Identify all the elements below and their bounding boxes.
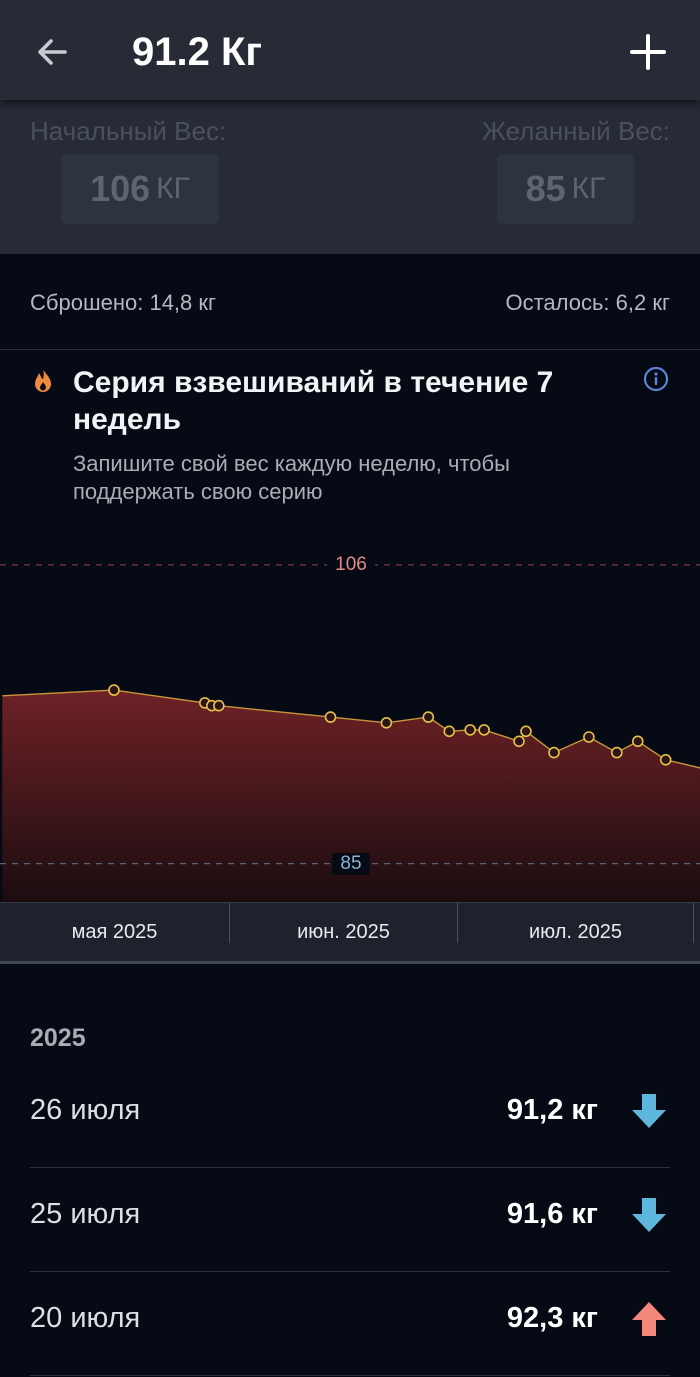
chart-point[interactable] xyxy=(610,746,623,759)
start-weight-unit: КГ xyxy=(156,172,190,205)
flame-icon xyxy=(35,369,51,392)
chart-point[interactable] xyxy=(478,724,490,736)
target-weight-unit: КГ xyxy=(571,172,606,205)
page-title: 91.2 Кг xyxy=(132,30,263,74)
streak-description: Запишите свой вес каждую неделю, чтобы п… xyxy=(73,451,510,504)
month-june[interactable]: июн. 2025 xyxy=(229,903,457,943)
chart-point[interactable] xyxy=(213,699,225,712)
weight-lost: Сброшено: 14,8 кг xyxy=(30,290,217,315)
arrow-down-icon xyxy=(632,1198,666,1232)
progress-stats: Сброшено: 14,8 кг Осталось: 6,2 кг xyxy=(0,254,700,350)
chart-point[interactable] xyxy=(583,731,595,743)
back-button[interactable] xyxy=(28,28,76,76)
arrow-up-icon xyxy=(632,1302,666,1336)
log-entry[interactable]: 26 июля 91,2 кг xyxy=(30,1064,670,1168)
start-weight-line-label: 106 xyxy=(327,553,375,576)
chart-point[interactable] xyxy=(631,735,644,748)
start-weight-field[interactable]: 106 КГ xyxy=(61,154,219,224)
log-entry[interactable]: 25 июля 91,6 кг xyxy=(30,1168,670,1272)
log-entry[interactable]: 20 июля 92,3 кг xyxy=(30,1272,670,1376)
weight-chart-svg xyxy=(0,564,700,902)
chart-point[interactable] xyxy=(108,684,120,696)
month-july[interactable]: июл. 2025 xyxy=(457,903,693,943)
month-august xyxy=(693,903,700,943)
info-icon[interactable] xyxy=(643,366,669,392)
entry-date: 26 июля xyxy=(30,1094,141,1126)
weight-goals: Начальный Вес: Желанный Вес: 106 КГ 85 К… xyxy=(0,100,700,254)
month-may[interactable]: мая 2025 xyxy=(71,921,158,943)
weight-remaining: Осталось: 6,2 кг xyxy=(505,290,670,315)
entry-date: 25 июля xyxy=(30,1198,141,1230)
arrow-left-icon xyxy=(38,39,67,65)
chart-point[interactable] xyxy=(520,725,532,738)
streak-title: Серия взвешиваний в течение 7 недель xyxy=(73,366,554,436)
target-weight-field[interactable]: 85 КГ xyxy=(497,154,634,224)
chart-point[interactable] xyxy=(464,724,477,736)
plus-icon xyxy=(630,34,666,70)
target-weight-label: Желанный Вес: xyxy=(481,116,670,146)
arrow-down-icon xyxy=(632,1094,666,1128)
add-entry-button[interactable] xyxy=(624,28,672,76)
chart-point[interactable] xyxy=(443,725,456,738)
weight-area xyxy=(2,690,700,902)
target-weight-line-label: 85 xyxy=(332,852,370,875)
chart-point[interactable] xyxy=(659,754,672,766)
chart-point[interactable] xyxy=(380,717,393,729)
log-year: 2025 xyxy=(30,1024,86,1052)
start-weight-label: Начальный Вес: xyxy=(30,116,227,146)
chart-point[interactable] xyxy=(513,735,525,748)
weight-chart[interactable]: 106 85 xyxy=(0,508,700,902)
start-weight-value: 106 xyxy=(90,168,151,209)
month-axis: мая 2025 июн. 2025 июл. 2025 xyxy=(0,902,700,964)
app-bar: 91.2 Кг xyxy=(0,0,700,100)
chart-point[interactable] xyxy=(548,746,560,759)
target-weight-value: 85 xyxy=(525,168,566,209)
chart-point[interactable] xyxy=(422,711,435,723)
entry-weight: 91,6 кг xyxy=(506,1198,598,1230)
chart-point[interactable] xyxy=(324,711,337,723)
entry-weight: 92,3 кг xyxy=(506,1302,598,1334)
entry-date: 20 июля xyxy=(30,1302,141,1334)
entry-weight: 91,2 кг xyxy=(506,1094,598,1126)
